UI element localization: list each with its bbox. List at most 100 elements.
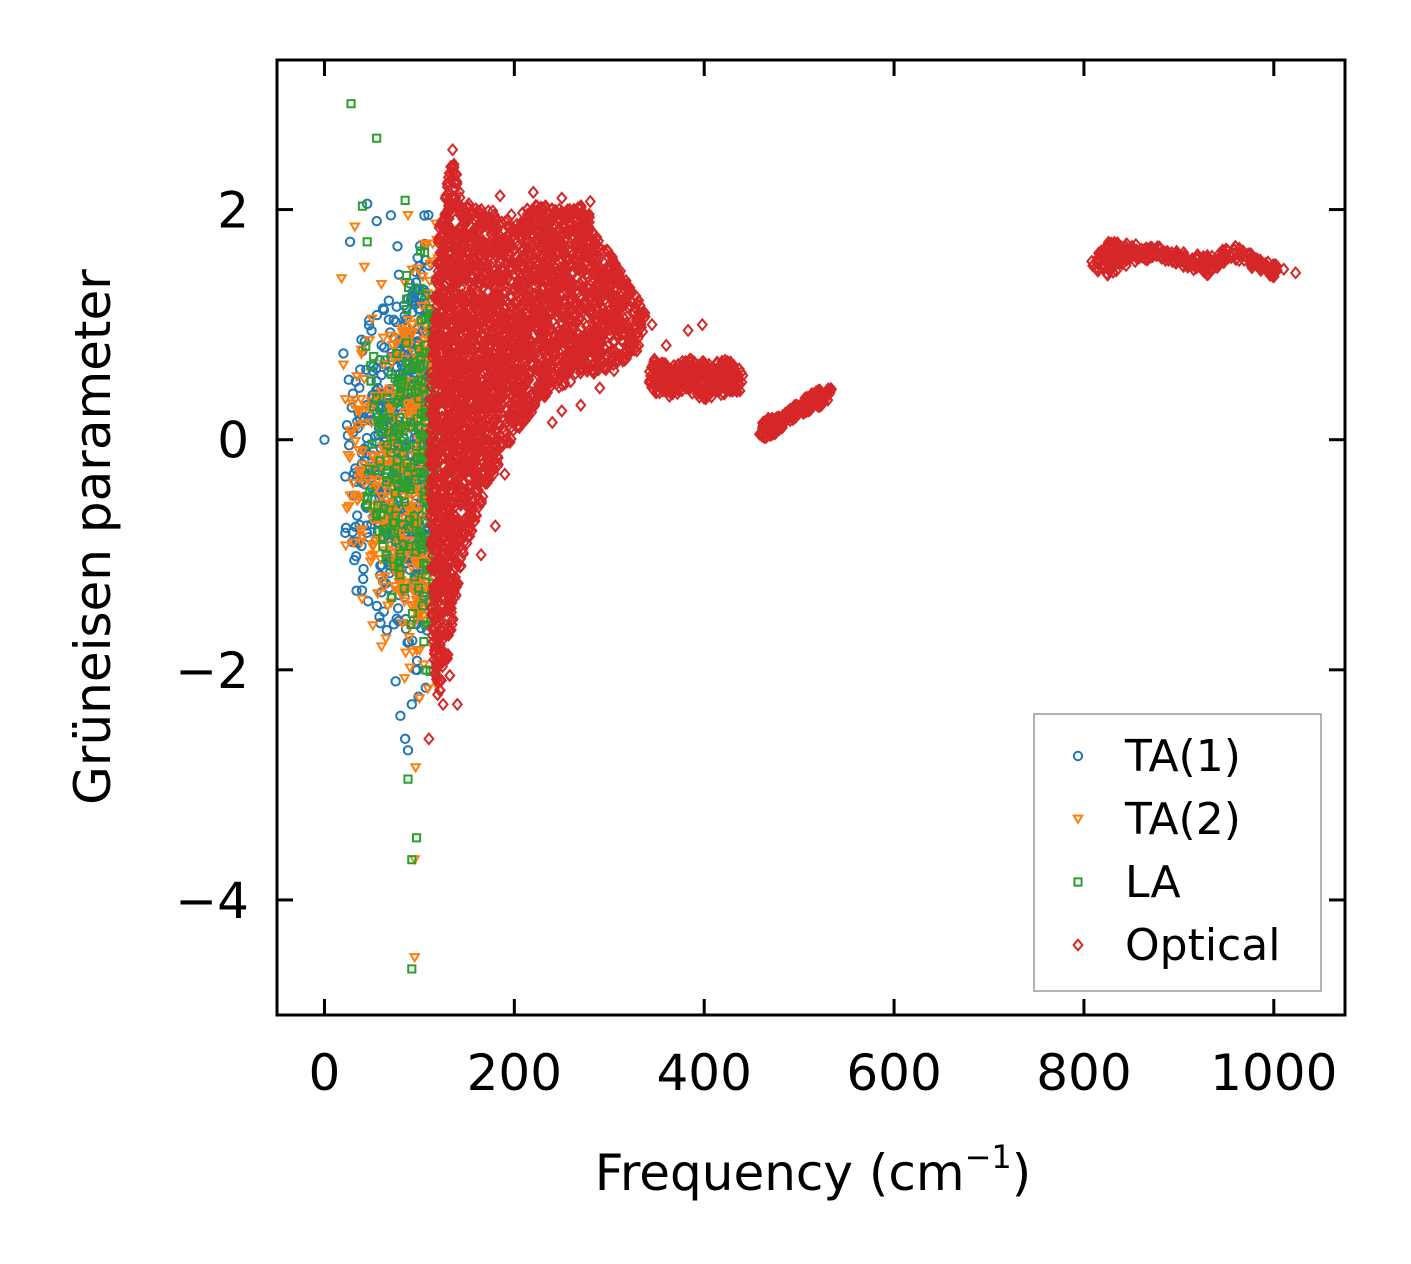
data-point (674, 380, 686, 395)
data-point (451, 485, 463, 499)
data-point (514, 403, 526, 418)
data-point (571, 316, 583, 330)
data-point (692, 379, 705, 394)
data-point (685, 379, 697, 394)
data-point (438, 479, 450, 494)
data-point (576, 259, 588, 273)
data-point (337, 360, 350, 371)
data-point (427, 530, 440, 545)
data-point (456, 495, 468, 510)
data-point (383, 465, 393, 475)
data-point (429, 666, 442, 680)
data-point (503, 434, 515, 449)
data-point (558, 354, 570, 368)
data-point (425, 504, 438, 518)
data-point (346, 399, 359, 410)
data-point (437, 311, 449, 325)
data-point (432, 317, 444, 332)
data-point (612, 302, 624, 317)
data-point (416, 408, 426, 418)
data-point (391, 547, 403, 558)
data-point (724, 355, 737, 369)
data-point (506, 290, 518, 304)
data-point (437, 459, 450, 473)
data-point (426, 621, 438, 636)
data-point (370, 482, 383, 493)
data-point (544, 279, 556, 293)
data-point (407, 855, 417, 865)
data-point (546, 415, 559, 430)
data-point (496, 385, 508, 400)
data-point (432, 314, 445, 329)
data-point (426, 449, 439, 464)
data-point (510, 306, 522, 321)
data-point (449, 398, 461, 413)
data-point (582, 227, 594, 242)
data-point (527, 185, 540, 200)
data-point (376, 451, 389, 462)
data-point (455, 367, 467, 381)
data-point (469, 313, 481, 328)
data-point (461, 201, 474, 216)
data-point (632, 313, 645, 328)
data-point (366, 376, 376, 386)
data-point (358, 573, 369, 585)
data-point (416, 375, 426, 385)
data-point (484, 309, 497, 323)
data-point (410, 547, 421, 557)
data-point (454, 336, 466, 351)
data-point (714, 363, 727, 378)
data-point (668, 373, 681, 388)
data-point (410, 363, 420, 373)
data-point (718, 387, 730, 401)
data-point (437, 240, 450, 254)
data-point (382, 527, 392, 538)
data-point (406, 647, 419, 658)
data-point (474, 216, 486, 230)
data-point (431, 325, 443, 340)
data-point (414, 422, 424, 432)
data-point (365, 451, 378, 462)
data-point (354, 468, 367, 479)
data-point (442, 491, 454, 505)
data-point (481, 331, 494, 345)
data-point (546, 323, 558, 337)
data-point (400, 440, 411, 450)
data-point (489, 519, 502, 533)
data-point (441, 555, 454, 570)
data-point (433, 632, 446, 646)
data-point (482, 409, 494, 424)
data-point (555, 314, 567, 329)
data-point (556, 404, 568, 418)
data-point (439, 604, 451, 618)
data-point (475, 547, 487, 562)
data-point (514, 292, 527, 307)
data-point (435, 655, 447, 670)
data-point (446, 542, 459, 556)
data-point (696, 317, 709, 332)
data-point (456, 454, 468, 468)
data-point (468, 404, 481, 418)
data-point (371, 476, 384, 487)
data-point (447, 228, 459, 242)
data-point (459, 512, 471, 527)
data-point (453, 321, 466, 336)
data-point (391, 613, 402, 624)
data-point (483, 274, 496, 288)
data-point (431, 352, 443, 366)
data-point (561, 203, 574, 217)
data-point (367, 550, 380, 561)
data-point (395, 710, 406, 722)
data-point (343, 374, 354, 385)
data-point (470, 474, 482, 489)
data-point (383, 295, 394, 306)
data-point (347, 538, 360, 549)
data-point (352, 510, 363, 521)
data-point (442, 198, 455, 213)
data-point (353, 473, 366, 484)
data-point (576, 354, 588, 369)
data-point (569, 366, 582, 381)
data-point (349, 436, 362, 448)
data-point (402, 305, 412, 315)
data-point (508, 242, 520, 257)
